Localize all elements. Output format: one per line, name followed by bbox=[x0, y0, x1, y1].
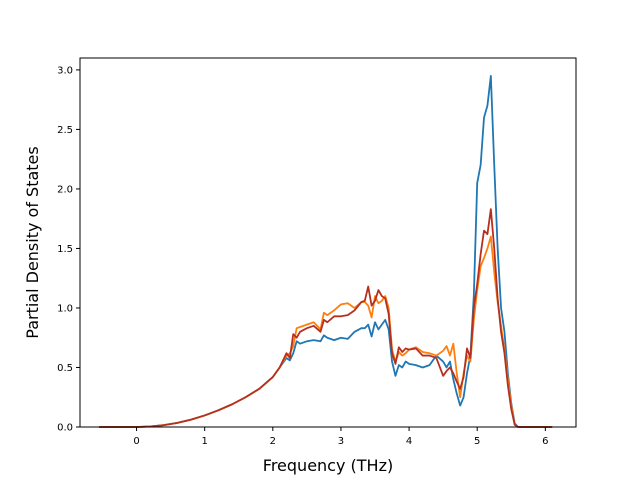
x-tick-label: 2 bbox=[270, 436, 276, 447]
y-tick-label: 3.0 bbox=[57, 65, 73, 76]
y-tick-label: 2.0 bbox=[57, 184, 73, 195]
y-tick-label: 2.5 bbox=[57, 125, 73, 136]
plot-area bbox=[80, 58, 576, 427]
x-tick-label: 3 bbox=[338, 436, 344, 447]
y-tick-label: 1.0 bbox=[57, 303, 73, 314]
y-axis-ticks: 0.0 0.5 1.0 1.5 2.0 2.5 3.0 bbox=[57, 65, 80, 434]
x-tick-label: 6 bbox=[542, 436, 548, 447]
y-tick-label: 0.5 bbox=[57, 363, 73, 374]
x-tick-label: 1 bbox=[201, 436, 207, 447]
y-axis-title: Partial Density of States bbox=[23, 146, 42, 338]
series-layer bbox=[99, 74, 553, 428]
x-axis-title: Frequency (THz) bbox=[263, 456, 393, 475]
y-tick-label: 1.5 bbox=[57, 244, 73, 255]
x-tick-label: 4 bbox=[406, 436, 412, 447]
series-line-3 bbox=[99, 208, 553, 428]
x-tick-label: 5 bbox=[474, 436, 480, 447]
y-tick-label: 0.0 bbox=[57, 423, 73, 434]
plot-frame bbox=[79, 57, 577, 428]
x-axis-ticks: 0 1 2 3 4 5 6 bbox=[133, 427, 549, 447]
x-tick-label: 0 bbox=[133, 436, 139, 447]
